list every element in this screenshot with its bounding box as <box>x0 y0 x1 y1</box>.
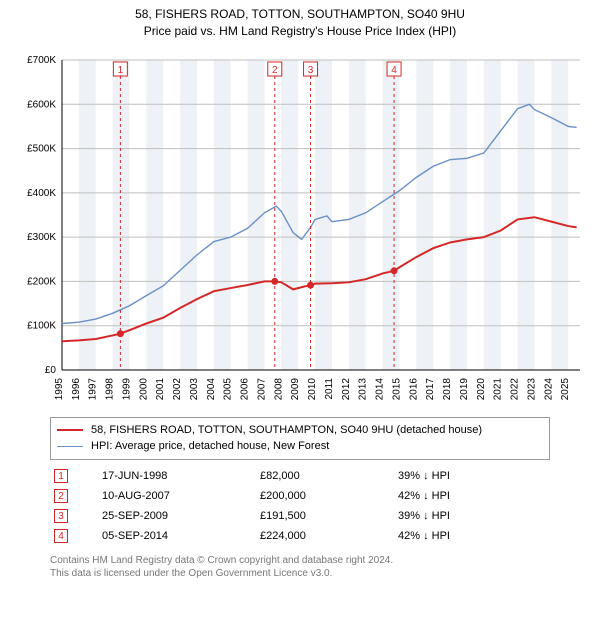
svg-text:1999: 1999 <box>121 377 132 400</box>
svg-text:2015: 2015 <box>391 377 402 400</box>
svg-text:2003: 2003 <box>189 377 200 400</box>
svg-text:2018: 2018 <box>442 377 453 400</box>
sale-marker-box: 4 <box>54 529 68 543</box>
svg-text:£0: £0 <box>45 365 57 376</box>
svg-text:1996: 1996 <box>71 377 82 400</box>
svg-text:2004: 2004 <box>206 377 217 400</box>
svg-text:£700K: £700K <box>27 55 56 66</box>
svg-text:2008: 2008 <box>273 377 284 400</box>
sale-pct-hpi: 42% ↓ HPI <box>394 526 550 546</box>
svg-text:2005: 2005 <box>223 377 234 400</box>
svg-text:1998: 1998 <box>105 377 116 400</box>
legend-entry: HPI: Average price, detached house, New … <box>57 438 543 455</box>
svg-text:1997: 1997 <box>88 377 99 400</box>
sales-row: 1 17-JUN-1998£82,00039% ↓ HPI <box>50 466 550 486</box>
svg-text:2014: 2014 <box>375 377 386 400</box>
svg-text:2022: 2022 <box>510 377 521 400</box>
svg-text:2020: 2020 <box>476 377 487 400</box>
svg-text:2000: 2000 <box>138 377 149 400</box>
sale-date: 25-SEP-2009 <box>98 506 256 526</box>
sale-pct-hpi: 39% ↓ HPI <box>394 466 550 486</box>
sale-pct-hpi: 42% ↓ HPI <box>394 486 550 506</box>
sale-date: 17-JUN-1998 <box>98 466 256 486</box>
legend-label: 58, FISHERS ROAD, TOTTON, SOUTHAMPTON, S… <box>91 422 482 439</box>
svg-text:2006: 2006 <box>240 377 251 400</box>
svg-text:£200K: £200K <box>27 276 56 287</box>
svg-text:1: 1 <box>118 65 124 76</box>
price-chart: £0 £100K £200K £300K £400K £500K £600K £700K 199… <box>10 46 590 406</box>
svg-text:4: 4 <box>391 65 397 76</box>
svg-text:2002: 2002 <box>172 377 183 400</box>
sales-row: 4 05-SEP-2014£224,00042% ↓ HPI <box>50 526 550 546</box>
svg-text:2009: 2009 <box>290 377 301 400</box>
svg-text:2: 2 <box>272 65 278 76</box>
chart-title-line1: 58, FISHERS ROAD, TOTTON, SOUTHAMPTON, S… <box>10 6 590 23</box>
svg-text:2021: 2021 <box>493 377 504 400</box>
svg-text:£100K: £100K <box>27 320 56 331</box>
svg-text:£600K: £600K <box>27 99 56 110</box>
legend-label: HPI: Average price, detached house, New … <box>91 438 329 455</box>
chart-title-line2: Price paid vs. HM Land Registry's House … <box>10 23 590 40</box>
svg-text:2011: 2011 <box>324 377 335 399</box>
sale-price: £191,500 <box>256 506 394 526</box>
sale-marker-box: 2 <box>54 489 68 503</box>
sale-marker-box: 1 <box>54 469 68 483</box>
legend-entry: 58, FISHERS ROAD, TOTTON, SOUTHAMPTON, S… <box>57 422 543 439</box>
svg-text:£400K: £400K <box>27 187 56 198</box>
legend-swatch <box>57 446 83 447</box>
legend-swatch <box>57 429 83 431</box>
sale-date: 05-SEP-2014 <box>98 526 256 546</box>
svg-text:2013: 2013 <box>358 377 369 400</box>
sale-pct-hpi: 39% ↓ HPI <box>394 506 550 526</box>
footer-line1: Contains HM Land Registry data © Crown c… <box>50 554 550 567</box>
sale-price: £82,000 <box>256 466 394 486</box>
svg-text:1995: 1995 <box>54 377 65 400</box>
svg-text:2010: 2010 <box>307 377 318 400</box>
svg-text:2023: 2023 <box>526 377 537 400</box>
chart-area: £0 £100K £200K £300K £400K £500K £600K £700K 199… <box>10 46 590 411</box>
svg-text:2012: 2012 <box>341 377 352 400</box>
sales-row: 2 10-AUG-2007£200,00042% ↓ HPI <box>50 486 550 506</box>
chart-page: 58, FISHERS ROAD, TOTTON, SOUTHAMPTON, S… <box>0 0 600 620</box>
svg-text:2019: 2019 <box>459 377 470 400</box>
svg-text:2025: 2025 <box>560 377 571 400</box>
svg-text:2024: 2024 <box>543 377 554 400</box>
sale-price: £224,000 <box>256 526 394 546</box>
sale-price: £200,000 <box>256 486 394 506</box>
svg-text:2017: 2017 <box>425 377 436 400</box>
footer-text: Contains HM Land Registry data © Crown c… <box>50 554 550 580</box>
sale-marker-box: 3 <box>54 509 68 523</box>
svg-text:3: 3 <box>308 65 314 76</box>
legend: 58, FISHERS ROAD, TOTTON, SOUTHAMPTON, S… <box>50 417 550 460</box>
svg-text:£300K: £300K <box>27 232 56 243</box>
svg-text:£500K: £500K <box>27 143 56 154</box>
svg-text:2001: 2001 <box>155 377 166 400</box>
sales-table: 1 17-JUN-1998£82,00039% ↓ HPI 2 10-AUG-2007… <box>50 466 550 546</box>
footer-line2: This data is licensed under the Open Gov… <box>50 567 550 580</box>
sale-date: 10-AUG-2007 <box>98 486 256 506</box>
sales-row: 3 25-SEP-2009£191,50039% ↓ HPI <box>50 506 550 526</box>
svg-text:2007: 2007 <box>256 377 267 400</box>
svg-text:2016: 2016 <box>408 377 419 400</box>
